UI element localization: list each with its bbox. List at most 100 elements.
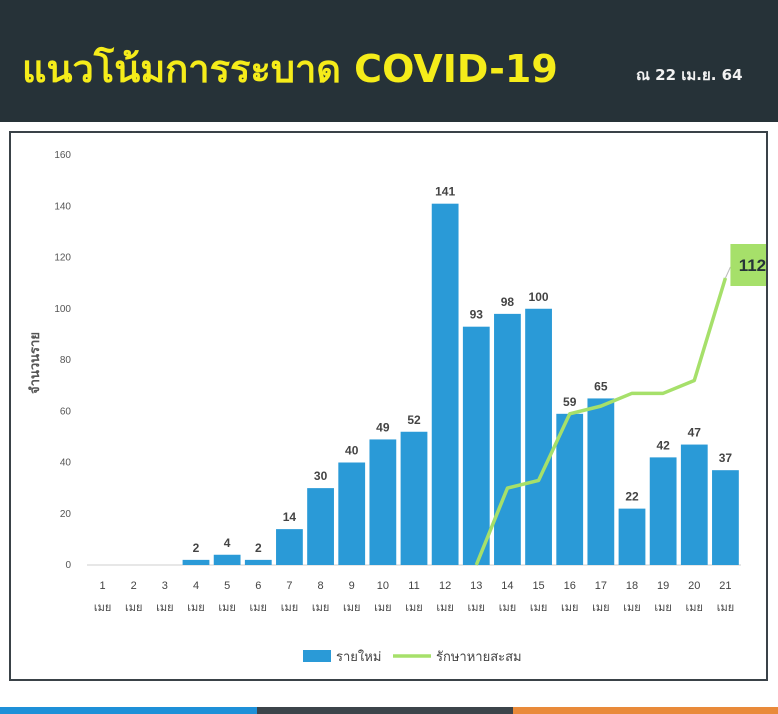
footer-bar-blue (0, 707, 257, 714)
bar-data-label: 22 (625, 490, 639, 504)
x-tick-sublabel: เมย (312, 602, 329, 614)
x-tick-sublabel: เมย (281, 602, 298, 614)
x-tick-label: 2 (131, 580, 137, 592)
x-tick-label: 11 (408, 580, 419, 592)
bar-data-label: 52 (407, 413, 421, 427)
x-tick-label: 18 (626, 580, 638, 592)
bar (431, 203, 459, 565)
x-tick-label: 4 (193, 580, 199, 592)
legend-label-recovered: รักษาหายสะสม (436, 650, 522, 665)
bar-data-label: 65 (594, 379, 608, 393)
bar (712, 470, 739, 565)
x-tick-sublabel: เมย (561, 602, 578, 614)
date-label: ณ 22 เม.ย. 64 (636, 66, 743, 84)
x-tick-label: 15 (532, 580, 544, 592)
y-tick-label: 140 (54, 201, 71, 212)
header-banner: แนวโน้มการระบาด COVID-19 ณ 22 เม.ย. 64 (0, 0, 778, 122)
bar-data-label: 2 (193, 541, 200, 555)
x-tick-sublabel: เมย (530, 602, 547, 614)
bar (400, 431, 428, 565)
x-tick-sublabel: เมย (187, 602, 204, 614)
bar (525, 308, 552, 565)
bar-data-label: 14 (283, 510, 297, 524)
x-tick-label: 5 (224, 580, 230, 592)
x-tick-sublabel: เมย (156, 602, 173, 614)
y-tick-label: 120 (54, 253, 71, 264)
x-tick-label: 17 (595, 580, 607, 592)
chart-panel: 0 20 40 60 80 100 120 140 160 จำนวนราย 2 4 2 14 30 40 4… (9, 131, 768, 681)
bar (556, 413, 584, 565)
bar-data-label: 100 (529, 290, 549, 304)
bar (244, 559, 272, 565)
bar (649, 457, 677, 565)
x-tick-label: 12 (439, 580, 451, 592)
end-label-leader (724, 266, 731, 279)
bar (338, 462, 366, 565)
y-tick-label: 80 (60, 355, 72, 366)
bar-data-label: 47 (688, 426, 702, 440)
bar-data-label: 37 (719, 451, 733, 465)
x-tick-sublabel: เมย (125, 602, 142, 614)
x-tick-sublabel: เมย (468, 602, 485, 614)
x-tick-label: 3 (162, 580, 168, 592)
x-tick-sublabel: เมย (94, 602, 111, 614)
x-tick-sublabel: เมย (250, 602, 267, 614)
bar-data-label: 98 (501, 295, 515, 309)
x-tick-label: 14 (501, 580, 513, 592)
end-label-box (730, 244, 766, 286)
bar (680, 444, 708, 565)
recovered-series-line (474, 277, 728, 566)
x-tick-sublabel: เมย (654, 602, 671, 614)
x-tick-label: 1 (100, 580, 106, 592)
x-tick-sublabel: เมย (623, 602, 640, 614)
x-tick-sublabel: เมย (592, 602, 609, 614)
bar (182, 559, 210, 565)
y-tick-label: 160 (54, 150, 71, 161)
end-label-value: 112 (739, 256, 766, 275)
x-tick-sublabel: เมย (717, 602, 734, 614)
bar-data-label: 2 (255, 541, 262, 555)
x-tick-label: 10 (377, 580, 389, 592)
x-tick-sublabel: เมย (499, 602, 516, 614)
bar-data-label: 59 (563, 395, 577, 409)
bar (587, 398, 615, 565)
x-tick-label: 8 (318, 580, 324, 592)
x-tick-sublabel: เมย (218, 602, 235, 614)
bar-data-label: 4 (224, 536, 231, 550)
x-tick-sublabel: เมย (405, 602, 422, 614)
y-tick-label: 100 (54, 304, 71, 315)
bar-data-label: 141 (435, 185, 455, 199)
bar (307, 488, 334, 565)
x-tick-label: 21 (719, 580, 731, 592)
x-tick-label: 7 (286, 580, 292, 592)
bar-data-label: 49 (376, 420, 390, 434)
bar-data-label: 93 (470, 308, 484, 322)
x-tick-label: 6 (255, 580, 261, 592)
x-tick-label: 9 (349, 580, 355, 592)
x-tick-sublabel: เมย (343, 602, 360, 614)
y-tick-label: 40 (60, 458, 72, 469)
x-tick-sublabel: เมย (436, 602, 453, 614)
bar (462, 326, 490, 565)
page-title: แนวโน้มการระบาด COVID-19 (22, 47, 558, 91)
bar (276, 529, 303, 565)
footer-bar-orange (513, 707, 778, 714)
bar-data-label: 42 (656, 438, 670, 452)
bar (213, 554, 241, 565)
y-tick-label: 0 (65, 560, 71, 571)
y-tick-label: 60 (60, 406, 72, 417)
x-tick-sublabel: เมย (374, 602, 391, 614)
bar (494, 313, 521, 565)
x-tick-label: 13 (470, 580, 482, 592)
y-tick-label: 20 (60, 509, 72, 520)
x-tick-label: 16 (564, 580, 576, 592)
x-tick-label: 19 (657, 580, 669, 592)
footer-bar-dark (257, 707, 513, 714)
x-tick-label: 20 (688, 580, 700, 592)
x-tick-sublabel: เมย (686, 602, 703, 614)
legend-label-new-cases: รายใหม่ (336, 649, 381, 665)
bar (618, 508, 646, 565)
bar-data-label: 30 (314, 469, 328, 483)
bar (369, 439, 397, 565)
